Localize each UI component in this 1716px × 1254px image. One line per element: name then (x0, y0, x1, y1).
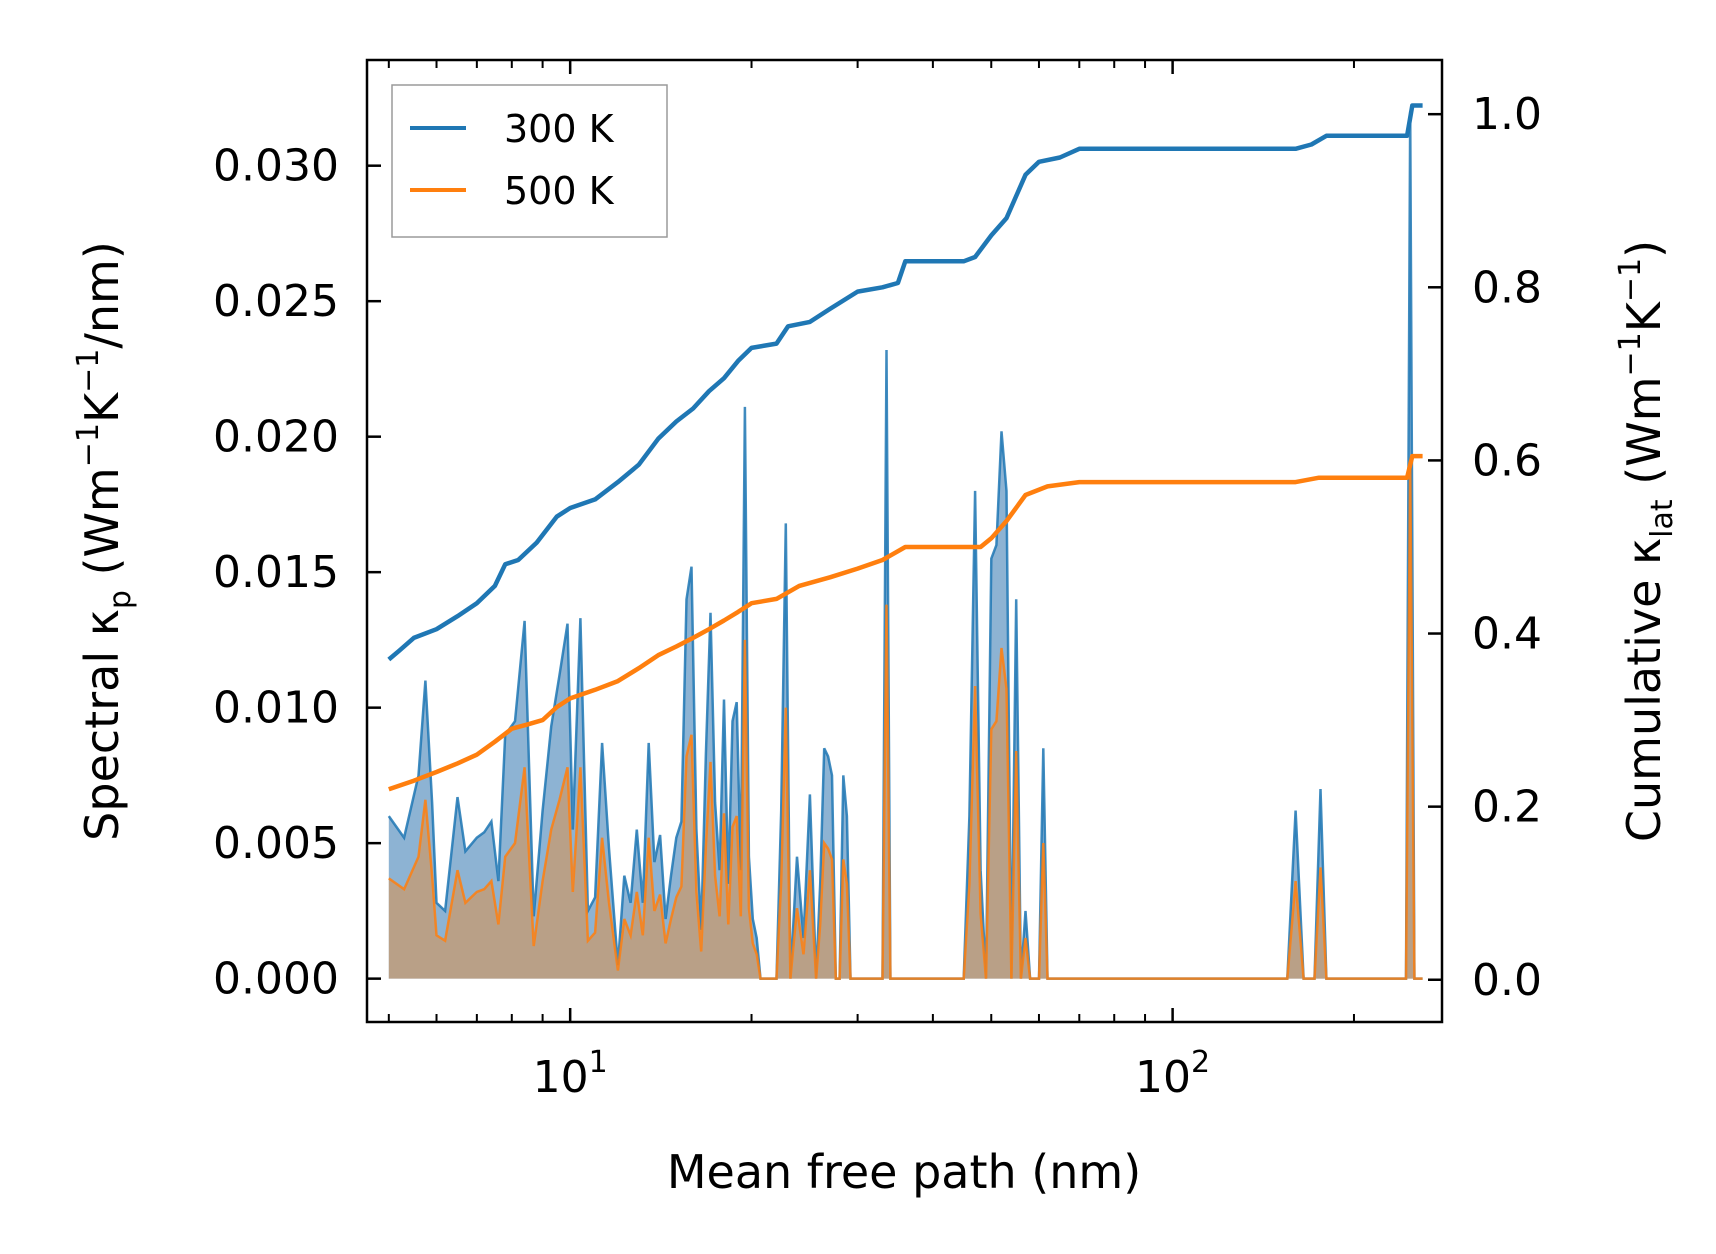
y-right-tick-label: 0.6 (1472, 435, 1542, 486)
y-left-tick-label: 0.030 (213, 141, 339, 192)
spectral-area-500k (388, 463, 1423, 979)
legend: 300 K 500 K (391, 84, 668, 238)
y-left-tick-label: 0.000 (213, 954, 339, 1005)
x-tick-label-10: 101 (533, 1045, 608, 1103)
y-right-tick-label: 0.0 (1472, 955, 1542, 1006)
y-right-axis-label: Cumulative κlat (Wm−1K−1) (1613, 240, 1680, 842)
spectral-line-300k (387, 111, 1423, 980)
y-right-tick-label: 0.4 (1472, 609, 1542, 660)
plot-frame (365, 58, 1444, 1024)
cumulative-line-300k (387, 103, 1423, 662)
spectral-layer (387, 111, 1423, 980)
y-left-tick-label: 0.020 (213, 412, 339, 463)
y-right-tick-label: 0.8 (1472, 262, 1542, 313)
cumulative-line-500k (388, 453, 1423, 792)
x-axis-label: Mean free path (nm) (667, 1145, 1141, 1199)
y-right-tick-label: 0.2 (1472, 782, 1542, 833)
y-left-axis-label: Spectral κp (Wm−1K−1/nm) (71, 241, 138, 841)
x-tick-label-100: 102 (1135, 1045, 1210, 1103)
legend-label-300k: 300 K (504, 107, 615, 151)
y-left-tick-label: 0.005 (213, 818, 339, 869)
y-left-tick-label: 0.010 (213, 683, 339, 734)
y-left-tick-label: 0.025 (213, 276, 339, 327)
cumulative-layer (387, 103, 1423, 792)
legend-frame (391, 84, 668, 238)
y-right-tick-label: 1.0 (1472, 89, 1542, 140)
y-left-tick-label: 0.015 (213, 547, 339, 598)
legend-label-500k: 500 K (504, 169, 615, 213)
ticks-layer (367, 60, 1442, 1022)
spectral-line-500k (388, 463, 1423, 980)
